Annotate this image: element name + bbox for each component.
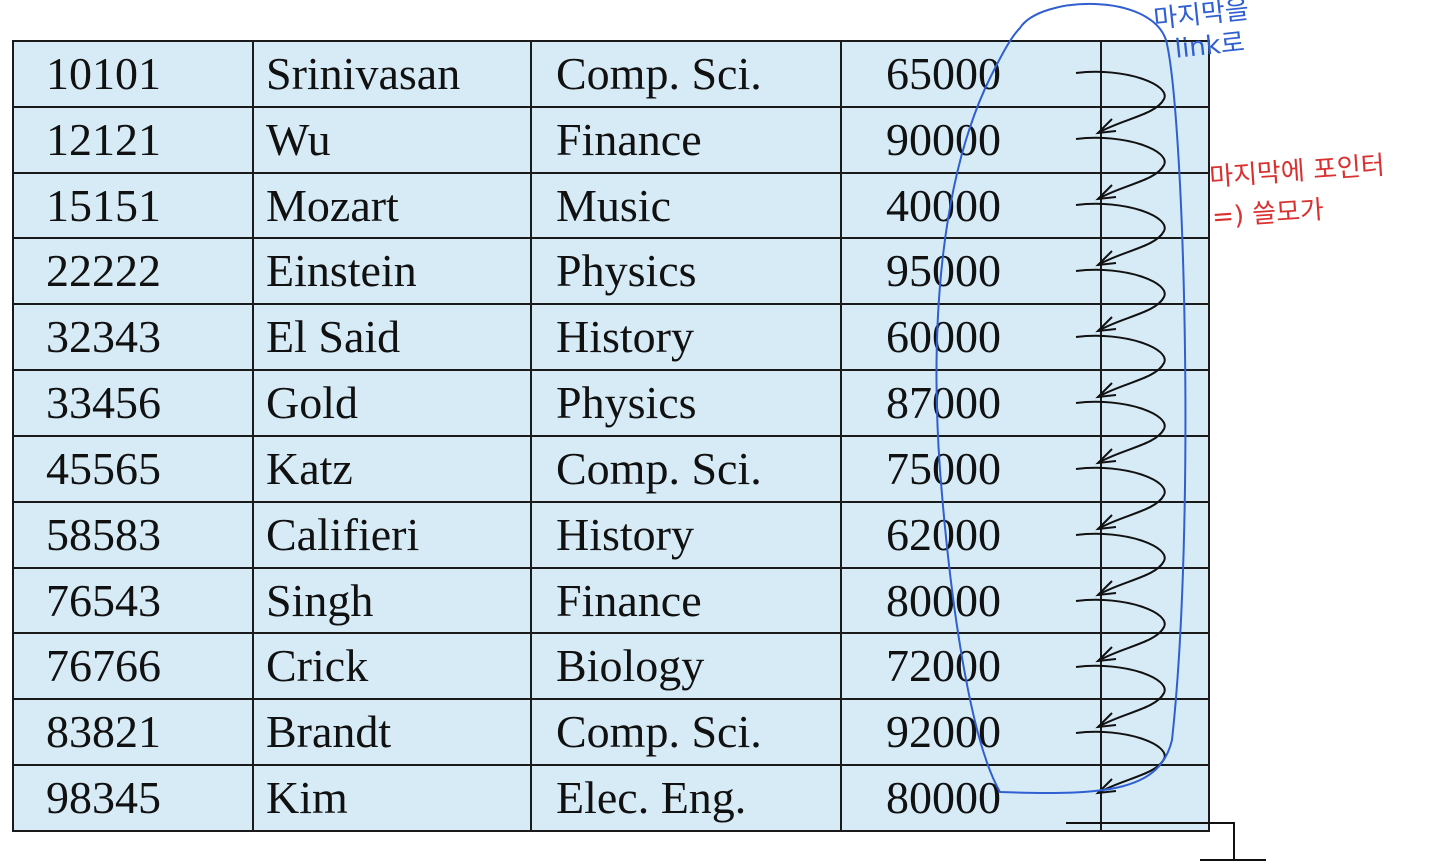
record-salary: 90000: [840, 105, 1102, 174]
record-name: Kim: [252, 764, 532, 832]
record-id: 45565: [12, 434, 254, 503]
record-id: 98345: [12, 764, 254, 832]
record-name: Crick: [252, 632, 532, 701]
record-pointer-cell: [1100, 764, 1210, 832]
record-salary: 75000: [840, 434, 1102, 503]
record-row: 12121 Wu Finance 90000: [12, 105, 1210, 174]
record-row: 58583 Califieri History 62000: [12, 500, 1210, 569]
record-salary: 95000: [840, 237, 1102, 306]
record-salary: 62000: [840, 500, 1102, 569]
record-name: Mozart: [252, 171, 532, 240]
record-pointer-cell: [1100, 434, 1210, 503]
record-pointer-cell: [1100, 303, 1210, 372]
record-id: 76766: [12, 632, 254, 701]
record-name: Katz: [252, 434, 532, 503]
record-row: 15151 Mozart Music 40000: [12, 171, 1210, 240]
record-name: Singh: [252, 566, 532, 635]
record-table: 10101 Srinivasan Comp. Sci. 65000 12121 Wu Fin…: [12, 40, 1210, 832]
record-name: El Said: [252, 303, 532, 372]
record-salary: 87000: [840, 369, 1102, 437]
record-dept: Comp. Sci.: [530, 434, 842, 503]
record-row: 32343 El Said History 60000: [12, 303, 1210, 372]
record-name: Gold: [252, 369, 532, 437]
record-dept: Biology: [530, 632, 842, 701]
record-row: 45565 Katz Comp. Sci. 75000: [12, 434, 1210, 503]
blue-handwritten-note: 마지막을 link로: [1152, 0, 1254, 68]
record-dept: Physics: [530, 369, 842, 437]
record-name: Srinivasan: [252, 40, 532, 108]
record-row: 83821 Brandt Comp. Sci. 92000: [12, 698, 1210, 767]
record-dept: Finance: [530, 566, 842, 635]
record-dept: Comp. Sci.: [530, 40, 842, 108]
record-name: Brandt: [252, 698, 532, 767]
record-id: 58583: [12, 500, 254, 569]
record-name: Einstein: [252, 237, 532, 306]
record-id: 76543: [12, 566, 254, 635]
red-handwritten-note: 마지막에 포인터 =) 쓸모가: [1208, 146, 1389, 238]
record-dept: Elec. Eng.: [530, 764, 842, 832]
record-pointer-cell: [1100, 500, 1210, 569]
record-dept: Music: [530, 171, 842, 240]
record-salary: 40000: [840, 171, 1102, 240]
record-id: 10101: [12, 40, 254, 108]
record-pointer-cell: [1100, 105, 1210, 174]
record-salary: 80000: [840, 566, 1102, 635]
record-id: 22222: [12, 237, 254, 306]
record-table-body: 10101 Srinivasan Comp. Sci. 65000 12121 Wu Fin…: [12, 40, 1210, 832]
record-row: 10101 Srinivasan Comp. Sci. 65000: [12, 40, 1210, 108]
record-pointer-cell: [1100, 237, 1210, 306]
record-pointer-cell: [1100, 698, 1210, 767]
record-dept: Physics: [530, 237, 842, 306]
record-pointer-cell: [1100, 566, 1210, 635]
record-row: 22222 Einstein Physics 95000: [12, 237, 1210, 306]
record-salary: 72000: [840, 632, 1102, 701]
record-dept: Comp. Sci.: [530, 698, 842, 767]
record-name: Califieri: [252, 500, 532, 569]
record-row: 76766 Crick Biology 72000: [12, 632, 1210, 701]
record-row: 76543 Singh Finance 80000: [12, 566, 1210, 635]
record-id: 15151: [12, 171, 254, 240]
record-id: 32343: [12, 303, 254, 372]
record-name: Wu: [252, 105, 532, 174]
record-salary: 65000: [840, 40, 1102, 108]
record-dept: Finance: [530, 105, 842, 174]
record-id: 33456: [12, 369, 254, 437]
record-id: 83821: [12, 698, 254, 767]
record-salary: 92000: [840, 698, 1102, 767]
record-pointer-cell: [1100, 171, 1210, 240]
record-dept: History: [530, 303, 842, 372]
record-dept: History: [530, 500, 842, 569]
record-salary: 60000: [840, 303, 1102, 372]
record-pointer-cell: [1100, 369, 1210, 437]
record-pointer-cell: [1100, 632, 1210, 701]
record-salary: 80000: [840, 764, 1102, 832]
record-row: 33456 Gold Physics 87000: [12, 369, 1210, 437]
record-row: 98345 Kim Elec. Eng. 80000: [12, 764, 1210, 832]
record-id: 12121: [12, 105, 254, 174]
